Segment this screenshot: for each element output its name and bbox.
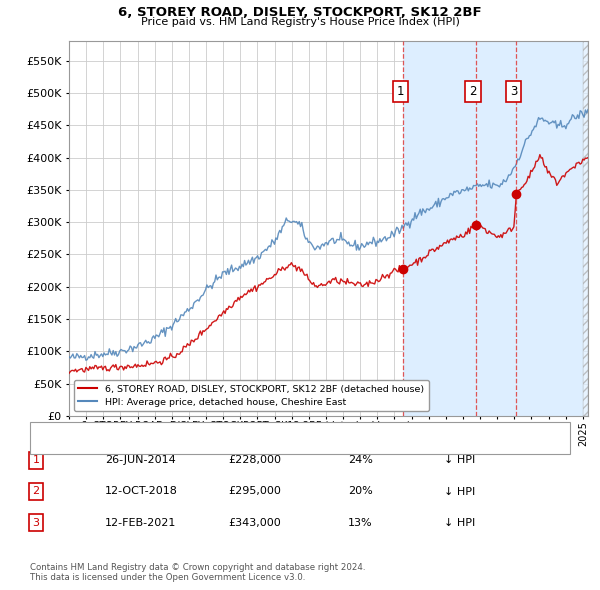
Text: 2: 2 <box>32 487 40 496</box>
Legend: 6, STOREY ROAD, DISLEY, STOCKPORT, SK12 2BF (detached house), HPI: Average price: 6, STOREY ROAD, DISLEY, STOCKPORT, SK12 … <box>74 380 429 411</box>
Text: 20%: 20% <box>348 487 373 496</box>
Text: ↓ HPI: ↓ HPI <box>444 487 475 496</box>
Text: 12-FEB-2021: 12-FEB-2021 <box>105 518 176 527</box>
Text: 24%: 24% <box>348 455 373 465</box>
Text: £295,000: £295,000 <box>228 487 281 496</box>
Text: 3: 3 <box>32 518 40 527</box>
Text: 6, STOREY ROAD, DISLEY, STOCKPORT, SK12 2BF: 6, STOREY ROAD, DISLEY, STOCKPORT, SK12 … <box>118 6 482 19</box>
Text: £343,000: £343,000 <box>228 518 281 527</box>
Bar <box>583 41 588 416</box>
Text: 26-JUN-2014: 26-JUN-2014 <box>105 455 176 465</box>
Text: Price paid vs. HM Land Registry's House Price Index (HPI): Price paid vs. HM Land Registry's House … <box>140 17 460 27</box>
Text: Contains HM Land Registry data © Crown copyright and database right 2024.
This d: Contains HM Land Registry data © Crown c… <box>30 563 365 582</box>
Bar <box>403 41 583 416</box>
Text: ↓ HPI: ↓ HPI <box>444 455 475 465</box>
Text: 13%: 13% <box>348 518 373 527</box>
Text: £228,000: £228,000 <box>228 455 281 465</box>
Text: 1: 1 <box>32 455 40 465</box>
Text: HPI: Average price, detached house, Cheshire East: HPI: Average price, detached house, Ches… <box>81 444 329 454</box>
Text: 12-OCT-2018: 12-OCT-2018 <box>105 487 178 496</box>
Text: 1: 1 <box>397 85 404 98</box>
Text: 6, STOREY ROAD, DISLEY, STOCKPORT, SK12 2BF (detached house): 6, STOREY ROAD, DISLEY, STOCKPORT, SK12 … <box>81 420 410 430</box>
Text: ↓ HPI: ↓ HPI <box>444 518 475 527</box>
Text: 3: 3 <box>510 85 517 98</box>
Text: 2: 2 <box>469 85 477 98</box>
